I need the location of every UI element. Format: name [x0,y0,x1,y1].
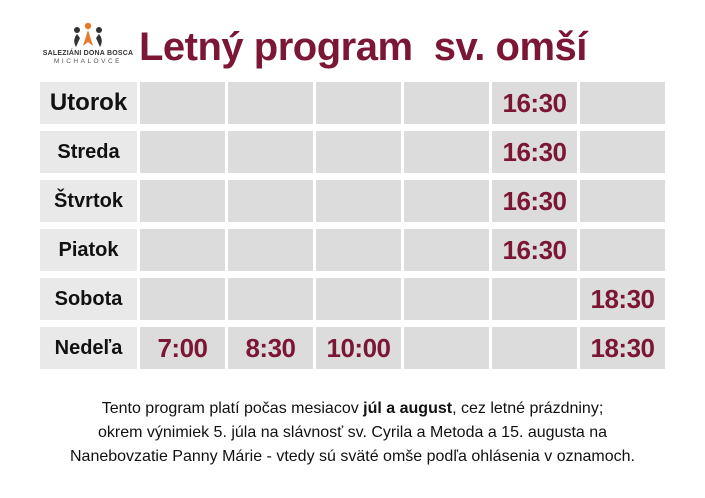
empty-slot [140,180,225,222]
day-label: Utorok [40,82,137,124]
empty-slot [140,82,225,124]
empty-slot [228,180,313,222]
empty-slot [492,278,577,320]
day-label: Nedeľa [40,327,137,369]
mass-time: 16:30 [492,82,577,124]
mass-time: 16:30 [492,180,577,222]
empty-slot [228,229,313,271]
footnote-line2: okrem výnimiek 5. júla na slávnosť sv. C… [97,424,608,441]
empty-slot [140,229,225,271]
mass-time: 16:30 [492,229,577,271]
empty-slot [316,229,401,271]
empty-slot [316,82,401,124]
footnote-line1-start: Tento program platí počas mesiacov [101,400,364,417]
mass-time: 18:30 [580,278,665,320]
logo: SALEZIÁNI DONA BOSCA MICHALOVCE [40,22,136,74]
logo-subtext: MICHALOVCE [54,58,122,65]
empty-slot [404,229,489,271]
footnote-line1-end: , cez letné prázdniny; [452,400,604,417]
footnote-line3: Nanebovzatie Panny Márie - vtedy sú svät… [70,448,635,465]
mass-time: 16:30 [492,131,577,173]
mass-time: 18:30 [580,327,665,369]
empty-slot [580,180,665,222]
empty-slot [492,327,577,369]
empty-slot [404,278,489,320]
empty-slot [580,229,665,271]
empty-slot [140,131,225,173]
logo-text: SALEZIÁNI DONA BOSCA [42,50,134,57]
logo-figures-icon [74,22,102,47]
day-label: Štvrtok [40,180,137,222]
mass-time: 7:00 [140,327,225,369]
day-label: Streda [40,131,137,173]
empty-slot [580,131,665,173]
mass-time: 10:00 [316,327,401,369]
empty-slot [228,82,313,124]
empty-slot [404,131,489,173]
page-title: Letný program sv. omší [139,25,587,69]
footnote-months: júl a august [363,400,453,417]
empty-slot [228,131,313,173]
empty-slot [580,82,665,124]
empty-slot [404,180,489,222]
empty-slot [316,131,401,173]
empty-slot [228,278,313,320]
empty-slot [140,278,225,320]
footnote: Tento program platí počas mesiacov júl a… [40,397,665,469]
day-label: Sobota [40,278,137,320]
empty-slot [404,82,489,124]
empty-slot [316,278,401,320]
empty-slot [316,180,401,222]
mass-time: 8:30 [228,327,313,369]
day-label: Piatok [40,229,137,271]
empty-slot [404,327,489,369]
schedule-table: Utorok 16:30 Streda 16:30 Štvrtok 16:30 Piatok… [40,82,665,369]
